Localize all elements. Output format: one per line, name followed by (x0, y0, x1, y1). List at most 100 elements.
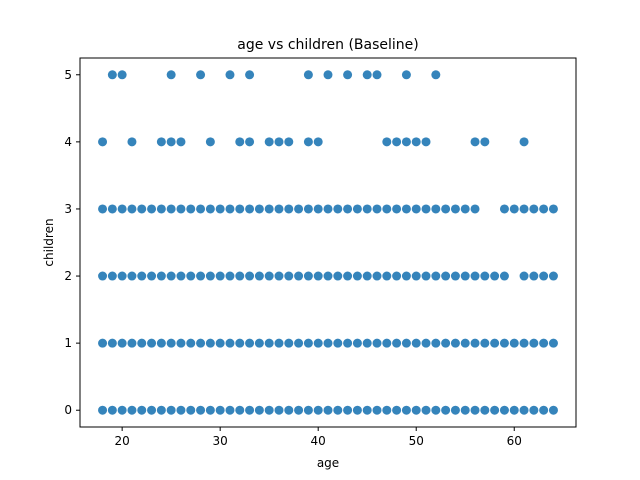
data-point (147, 338, 157, 348)
data-point (107, 204, 117, 214)
data-point (352, 204, 362, 214)
data-point (392, 204, 402, 214)
data-point (333, 338, 343, 348)
data-point (127, 405, 137, 415)
data-point (431, 338, 441, 348)
data-point (313, 405, 323, 415)
data-point (470, 137, 480, 147)
data-point (529, 204, 539, 214)
data-point (323, 70, 333, 80)
data-point (127, 137, 137, 147)
data-point (166, 204, 176, 214)
data-point (352, 338, 362, 348)
data-point (107, 271, 117, 281)
data-point (166, 137, 176, 147)
data-point (147, 271, 157, 281)
chart-title: age vs children (Baseline) (237, 37, 418, 53)
y-tick-label: 1 (64, 336, 72, 350)
data-point (245, 70, 255, 80)
data-point (215, 405, 225, 415)
x-axis-label: age (317, 456, 339, 470)
data-point (303, 338, 313, 348)
data-point (284, 338, 294, 348)
data-point (539, 405, 549, 415)
data-point (303, 204, 313, 214)
data-point (519, 405, 529, 415)
data-point (480, 271, 490, 281)
data-point (166, 271, 176, 281)
data-point (333, 271, 343, 281)
data-point (352, 405, 362, 415)
data-point (107, 405, 117, 415)
data-point (186, 204, 196, 214)
data-point (548, 271, 558, 281)
data-point (499, 405, 509, 415)
x-tick-label: 20 (115, 434, 130, 448)
data-point (147, 204, 157, 214)
data-point (343, 338, 353, 348)
data-point (401, 271, 411, 281)
data-point (107, 338, 117, 348)
data-point (441, 405, 451, 415)
data-point (333, 204, 343, 214)
y-tick-label: 0 (64, 403, 72, 417)
data-point (264, 405, 274, 415)
data-point (343, 405, 353, 415)
data-point (196, 271, 206, 281)
data-point (294, 204, 304, 214)
data-point (323, 271, 333, 281)
data-point (137, 405, 147, 415)
data-point (245, 338, 255, 348)
data-point (323, 338, 333, 348)
data-point (176, 338, 186, 348)
plot-frame (79, 57, 577, 428)
data-point (411, 271, 421, 281)
y-tick-label: 4 (64, 135, 72, 149)
y-tick-label: 5 (64, 68, 72, 82)
data-point (284, 271, 294, 281)
data-point (225, 204, 235, 214)
data-point (548, 338, 558, 348)
data-point (392, 137, 402, 147)
data-point (117, 338, 127, 348)
data-point (235, 204, 245, 214)
data-point (421, 405, 431, 415)
data-point (284, 204, 294, 214)
data-point (401, 204, 411, 214)
y-axis-label: children (42, 218, 56, 266)
data-point (117, 405, 127, 415)
data-point (382, 405, 392, 415)
data-point (421, 137, 431, 147)
data-point (186, 338, 196, 348)
data-point (441, 204, 451, 214)
data-point (225, 338, 235, 348)
data-point (264, 271, 274, 281)
y-tick-label: 2 (64, 269, 72, 283)
data-point (186, 271, 196, 281)
data-point (215, 271, 225, 281)
data-point (450, 405, 460, 415)
data-point (264, 137, 274, 147)
data-point (372, 271, 382, 281)
data-point (254, 271, 264, 281)
data-point (509, 338, 519, 348)
data-point (166, 405, 176, 415)
data-point (117, 70, 127, 80)
data-point (245, 405, 255, 415)
data-point (245, 271, 255, 281)
data-point (499, 271, 509, 281)
data-point (431, 204, 441, 214)
data-point (539, 204, 549, 214)
data-point (362, 70, 372, 80)
data-point (176, 137, 186, 147)
data-point (343, 271, 353, 281)
data-point (431, 70, 441, 80)
data-point (196, 70, 206, 80)
data-point (421, 271, 431, 281)
data-point (352, 271, 362, 281)
data-point (137, 271, 147, 281)
data-point (235, 271, 245, 281)
data-point (548, 405, 558, 415)
data-point (401, 137, 411, 147)
